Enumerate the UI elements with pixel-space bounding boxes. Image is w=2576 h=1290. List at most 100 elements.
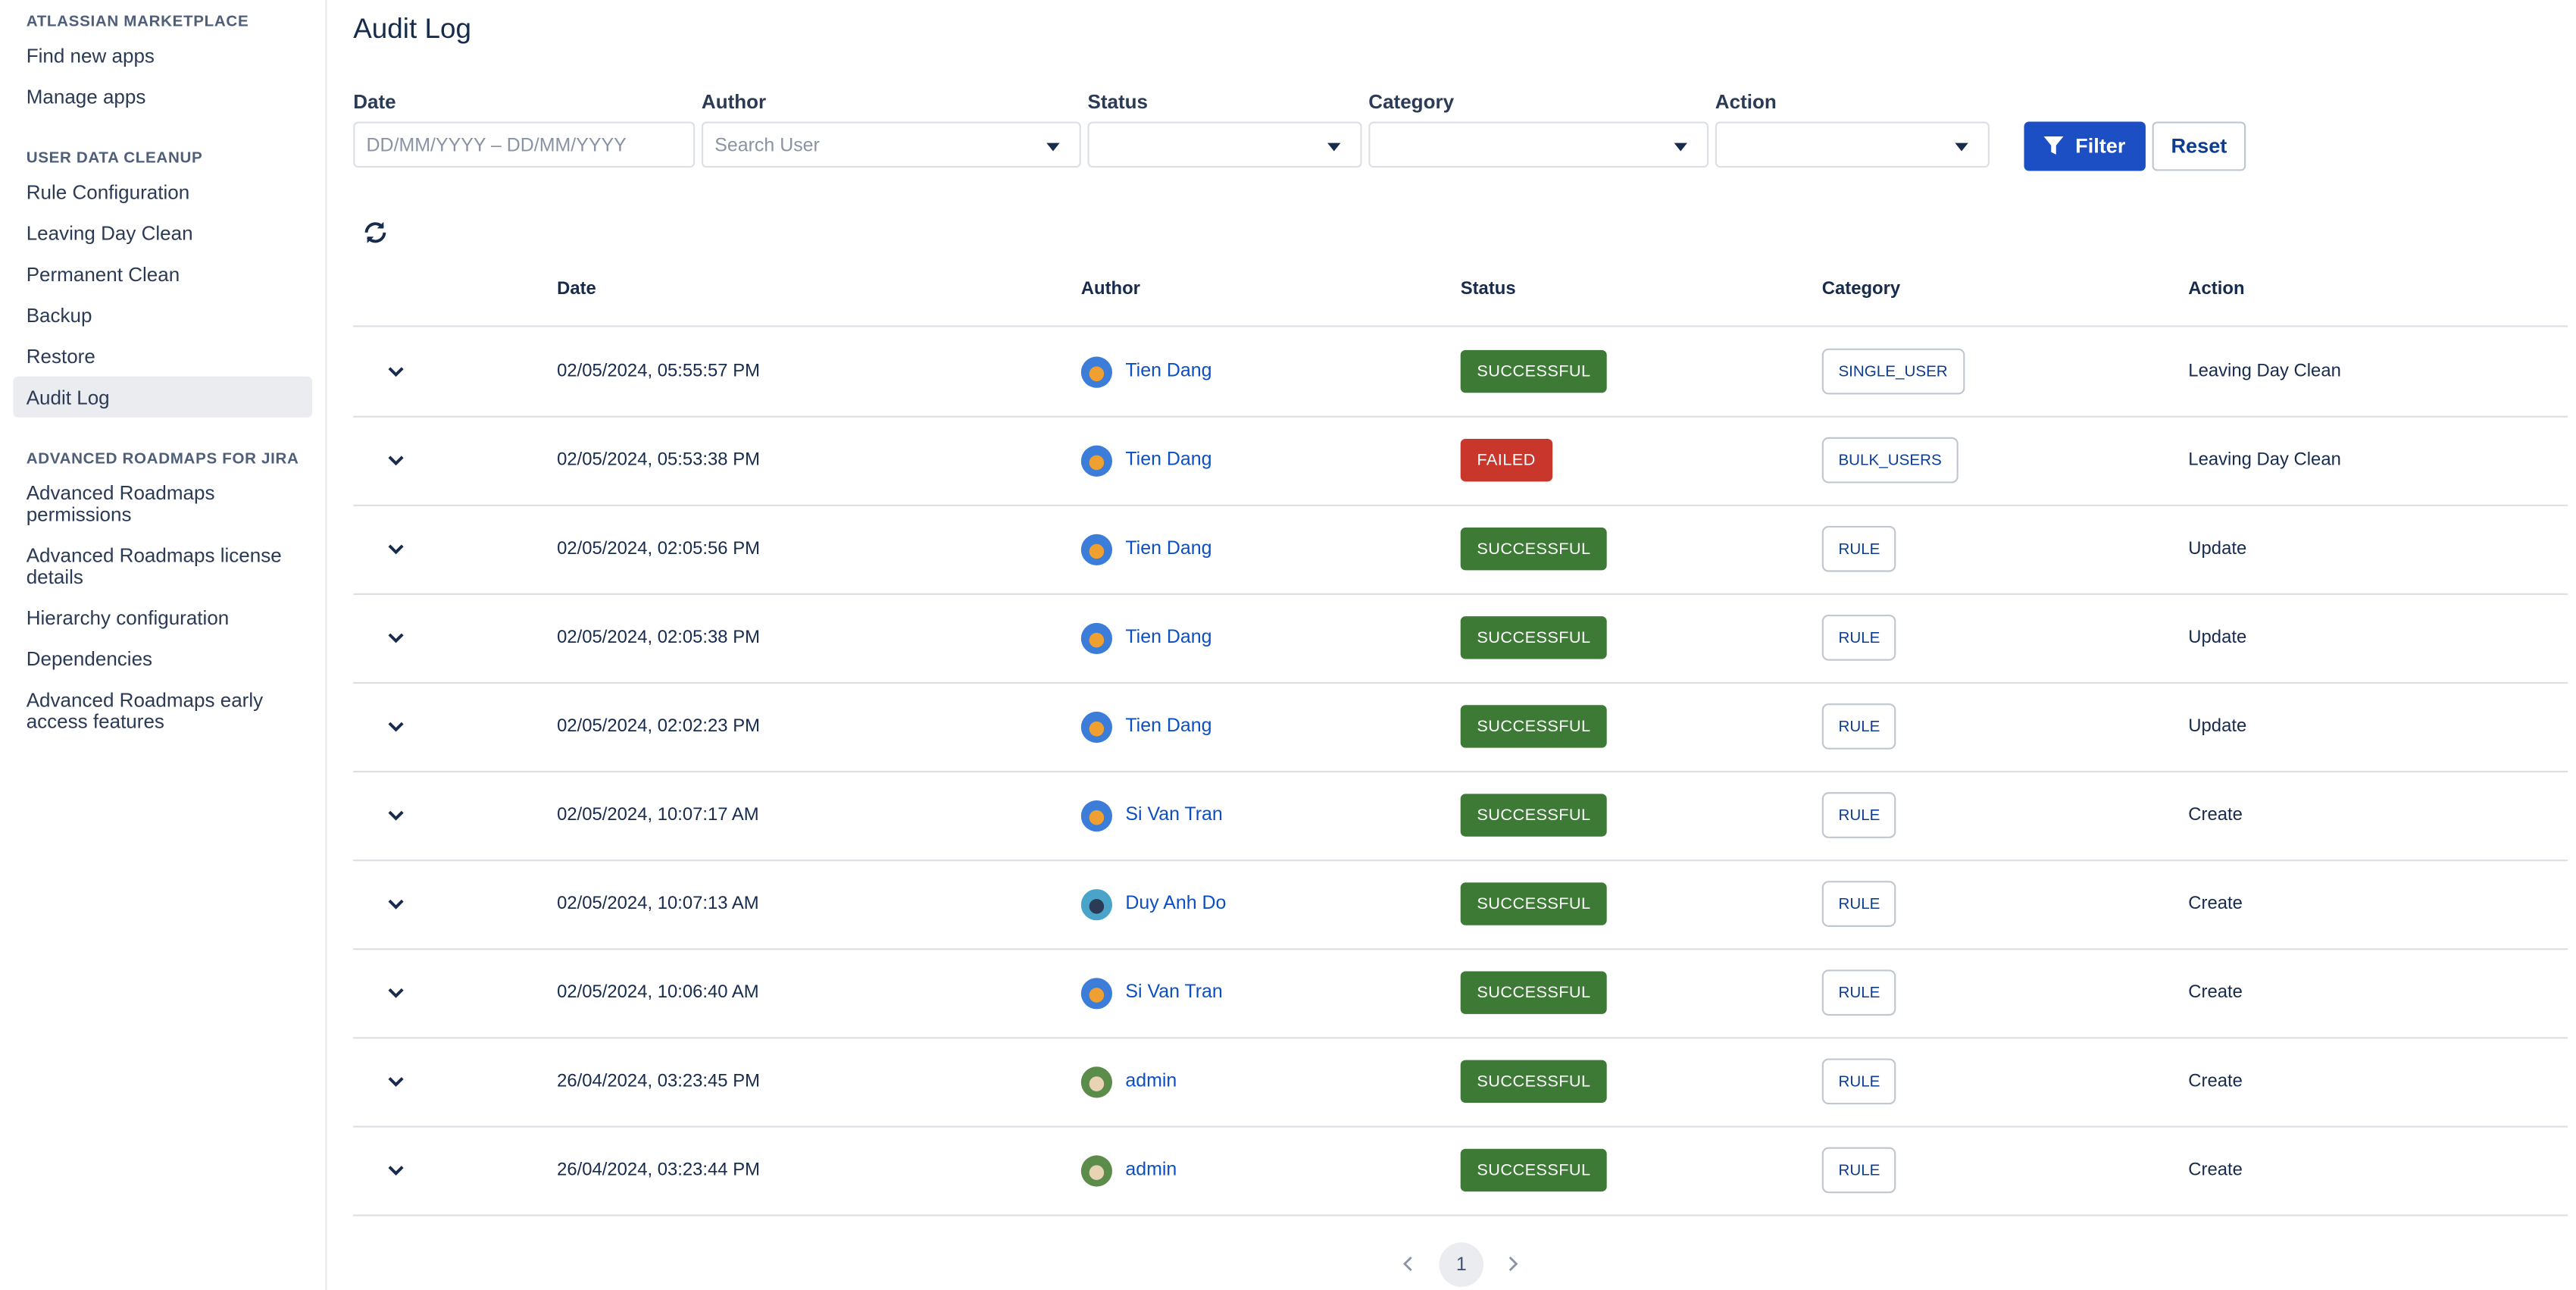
- nav-item[interactable]: Audit Log: [26, 386, 110, 409]
- avatar-face: [1089, 543, 1105, 559]
- nav-item[interactable]: Find new apps: [26, 44, 155, 67]
- refresh-icon[interactable]: [361, 218, 389, 246]
- author-link[interactable]: Tien Dang: [1125, 716, 1212, 737]
- category-cell: RULE: [1821, 505, 1897, 593]
- category-tag: BULK_USERS: [1821, 437, 1959, 484]
- author-link[interactable]: Tien Dang: [1125, 539, 1212, 559]
- author-link[interactable]: admin: [1125, 1160, 1177, 1180]
- expand-toggle[interactable]: [386, 682, 406, 771]
- status-cell: SUCCESSFUL: [1460, 948, 1608, 1037]
- placeholder: DD/MM/YYYY – DD/MM/YYYY: [366, 136, 627, 156]
- prev-page[interactable]: [1399, 1256, 1416, 1273]
- action-cell: Create: [2188, 1160, 2243, 1180]
- nav-item[interactable]: Leaving Day Clean: [26, 221, 193, 246]
- expand-toggle[interactable]: [386, 859, 406, 948]
- date-cell: 02/05/2024, 02:02:23 PM: [557, 716, 760, 737]
- author-cell: Tien Dang: [1080, 682, 1212, 771]
- expand-toggle[interactable]: [386, 1126, 406, 1214]
- filter-button[interactable]: Filter: [2024, 121, 2146, 171]
- avatar: [1080, 799, 1113, 831]
- filter-label: Category: [1368, 90, 1455, 114]
- nav-item[interactable]: Restore: [26, 345, 95, 368]
- expand-toggle[interactable]: [386, 416, 406, 505]
- chevron: [388, 988, 404, 998]
- date-cell: 02/05/2024, 10:07:17 AM: [557, 805, 759, 825]
- author-link[interactable]: Tien Dang: [1125, 628, 1212, 648]
- avatar-face: [1089, 809, 1105, 825]
- filter-input[interactable]: [1368, 121, 1709, 168]
- status-cell: SUCCESSFUL: [1460, 593, 1608, 682]
- sidebar: ATLASSIAN MARKETPLACE Find new apps Manage…: [0, 0, 327, 1290]
- page-title: Audit Log: [353, 13, 471, 45]
- action-cell: Update: [2188, 539, 2247, 559]
- status-cell: SUCCESSFUL: [1460, 505, 1608, 593]
- page-number[interactable]: 1: [1439, 1242, 1484, 1287]
- avatar: [1080, 533, 1113, 565]
- author-link[interactable]: Tien Dang: [1125, 450, 1212, 471]
- category-cell: RULE: [1821, 1126, 1897, 1214]
- placeholder: Search User: [714, 136, 820, 156]
- nav-item[interactable]: Permanent Clean: [26, 262, 180, 286]
- category-tag: SINGLE_USER: [1821, 348, 1965, 395]
- reset-label: Reset: [2171, 134, 2227, 158]
- table-row: 02/05/2024, 02:05:38 PM Tien Dang SUCCESSF…: [353, 593, 2568, 684]
- author-cell: Tien Dang: [1080, 416, 1212, 505]
- reset-button[interactable]: Reset: [2152, 121, 2246, 171]
- expand-toggle[interactable]: [386, 1037, 406, 1126]
- author-cell: Tien Dang: [1080, 327, 1212, 416]
- filter-input[interactable]: [1087, 121, 1362, 168]
- nav-item[interactable]: Hierarchy configuration: [26, 606, 230, 630]
- table-row: 26/04/2024, 03:23:44 PM admin SUCCESSFUL RU…: [353, 1126, 2568, 1216]
- nav-item[interactable]: Advanced Roadmaps early access features: [26, 688, 264, 734]
- dropdown-caret: [1327, 142, 1341, 152]
- expand-toggle[interactable]: [386, 593, 406, 682]
- nav-item[interactable]: Backup: [26, 304, 92, 327]
- category-cell: RULE: [1821, 859, 1897, 948]
- nav-item[interactable]: Rule Configuration: [26, 180, 190, 204]
- nav-item[interactable]: Dependencies: [26, 647, 153, 671]
- date-cell: 02/05/2024, 05:55:57 PM: [557, 362, 760, 382]
- table-row: 26/04/2024, 03:23:45 PM admin SUCCESSFUL RU…: [353, 1037, 2568, 1128]
- status-badge: SUCCESSFUL: [1460, 528, 1608, 571]
- filter-input[interactable]: [1715, 121, 1990, 168]
- status-badge: FAILED: [1460, 438, 1552, 482]
- author-link[interactable]: Tien Dang: [1125, 362, 1212, 382]
- category-cell: RULE: [1821, 682, 1897, 771]
- expand-toggle[interactable]: [386, 505, 406, 593]
- next-page[interactable]: [1505, 1256, 1521, 1273]
- author-link[interactable]: Duy Anh Do: [1125, 894, 1227, 914]
- category-tag: RULE: [1821, 525, 1897, 572]
- column-header: Author: [1080, 279, 1140, 299]
- author-cell: Duy Anh Do: [1080, 859, 1227, 948]
- nav-item[interactable]: Manage apps: [26, 85, 146, 109]
- filter-label: Filter: [2075, 134, 2126, 158]
- avatar: [1080, 622, 1113, 653]
- nav-item[interactable]: Advanced Roadmaps permissions: [26, 481, 215, 526]
- expand-toggle[interactable]: [386, 771, 406, 859]
- author-link[interactable]: admin: [1125, 1071, 1177, 1091]
- category-tag: RULE: [1821, 1058, 1897, 1105]
- filter-input[interactable]: DD/MM/YYYY – DD/MM/YYYY: [353, 121, 696, 168]
- category-tag: RULE: [1821, 881, 1897, 927]
- category-cell: SINGLE_USER: [1821, 327, 1965, 416]
- status-cell: SUCCESSFUL: [1460, 1126, 1608, 1214]
- table-row: 02/05/2024, 05:55:57 PM Tien Dang SUCCESSF…: [353, 327, 2568, 418]
- filter-label: Status: [1087, 90, 1149, 114]
- author-cell: Tien Dang: [1080, 593, 1212, 682]
- filter-input[interactable]: Search User: [701, 121, 1081, 168]
- author-link[interactable]: Si Van Tran: [1125, 982, 1223, 1003]
- category-cell: RULE: [1821, 1037, 1897, 1126]
- section-heading: USER DATA CLEANUP: [26, 149, 203, 168]
- table-row: 02/05/2024, 10:07:17 AM Si Van Tran SUCCES…: [353, 771, 2568, 862]
- category-tag: RULE: [1821, 614, 1897, 661]
- status-badge: SUCCESSFUL: [1460, 616, 1608, 659]
- status-badge: SUCCESSFUL: [1460, 1060, 1608, 1103]
- expand-toggle[interactable]: [386, 327, 406, 416]
- expand-toggle[interactable]: [386, 948, 406, 1037]
- author-cell: admin: [1080, 1126, 1177, 1214]
- author-link[interactable]: Si Van Tran: [1125, 805, 1223, 825]
- chevron: [388, 544, 404, 555]
- active-highlight: [13, 376, 312, 418]
- nav-item[interactable]: Advanced Roadmaps license details: [26, 543, 282, 589]
- date-cell: 02/05/2024, 05:53:38 PM: [557, 450, 760, 471]
